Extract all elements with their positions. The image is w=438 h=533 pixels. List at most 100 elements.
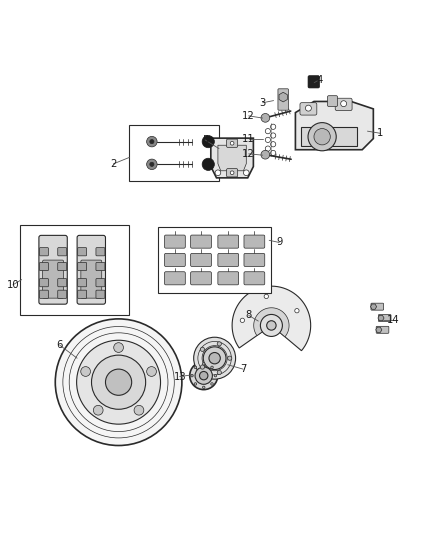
- FancyBboxPatch shape: [42, 260, 64, 298]
- FancyBboxPatch shape: [165, 272, 185, 285]
- Text: 8: 8: [246, 310, 252, 320]
- FancyBboxPatch shape: [78, 279, 87, 287]
- FancyBboxPatch shape: [244, 235, 265, 248]
- FancyBboxPatch shape: [39, 262, 49, 271]
- Circle shape: [261, 114, 270, 122]
- FancyBboxPatch shape: [77, 236, 106, 304]
- FancyBboxPatch shape: [378, 314, 391, 321]
- Bar: [158, 227, 272, 293]
- Text: 6: 6: [57, 340, 63, 350]
- FancyBboxPatch shape: [226, 139, 238, 148]
- Polygon shape: [295, 101, 373, 150]
- Text: 7: 7: [240, 364, 246, 374]
- Circle shape: [81, 367, 91, 376]
- Text: 4: 4: [316, 75, 322, 85]
- FancyBboxPatch shape: [78, 248, 87, 256]
- Circle shape: [200, 365, 205, 369]
- Text: 3: 3: [260, 98, 266, 108]
- Bar: [20, 225, 130, 314]
- Circle shape: [195, 367, 212, 384]
- FancyBboxPatch shape: [58, 290, 67, 298]
- FancyBboxPatch shape: [58, 248, 67, 256]
- Circle shape: [261, 150, 270, 159]
- Circle shape: [214, 374, 217, 377]
- Polygon shape: [371, 304, 377, 309]
- Circle shape: [202, 362, 205, 365]
- Text: 12: 12: [242, 111, 255, 121]
- Circle shape: [209, 352, 220, 364]
- Circle shape: [194, 337, 236, 379]
- Circle shape: [211, 366, 213, 369]
- Circle shape: [341, 101, 346, 107]
- FancyBboxPatch shape: [96, 290, 105, 298]
- Circle shape: [215, 170, 221, 175]
- Circle shape: [230, 141, 234, 145]
- Text: 13: 13: [173, 372, 186, 382]
- FancyBboxPatch shape: [39, 236, 67, 304]
- FancyBboxPatch shape: [39, 248, 49, 256]
- Circle shape: [106, 369, 132, 395]
- FancyBboxPatch shape: [165, 253, 185, 266]
- Text: 5: 5: [202, 135, 208, 145]
- FancyBboxPatch shape: [371, 303, 384, 310]
- FancyBboxPatch shape: [226, 168, 238, 177]
- FancyBboxPatch shape: [165, 235, 185, 248]
- FancyBboxPatch shape: [308, 76, 319, 88]
- Circle shape: [194, 366, 197, 369]
- FancyBboxPatch shape: [58, 262, 67, 271]
- Text: 2: 2: [110, 159, 117, 169]
- Circle shape: [217, 342, 221, 346]
- Circle shape: [202, 158, 214, 171]
- Text: 1: 1: [378, 128, 384, 139]
- FancyBboxPatch shape: [191, 253, 212, 266]
- FancyBboxPatch shape: [218, 272, 239, 285]
- Polygon shape: [376, 327, 382, 333]
- FancyBboxPatch shape: [335, 98, 352, 111]
- Text: 10: 10: [7, 280, 19, 290]
- Circle shape: [150, 140, 154, 144]
- Circle shape: [134, 406, 144, 415]
- FancyBboxPatch shape: [78, 290, 87, 298]
- Polygon shape: [218, 145, 246, 171]
- FancyBboxPatch shape: [191, 272, 212, 285]
- FancyBboxPatch shape: [218, 253, 239, 266]
- FancyBboxPatch shape: [244, 272, 265, 285]
- Circle shape: [200, 372, 208, 380]
- Circle shape: [308, 123, 336, 151]
- Text: 12: 12: [242, 149, 255, 159]
- Circle shape: [147, 136, 157, 147]
- Circle shape: [191, 374, 193, 377]
- Circle shape: [230, 171, 234, 175]
- FancyBboxPatch shape: [376, 326, 389, 333]
- FancyBboxPatch shape: [191, 235, 212, 248]
- FancyBboxPatch shape: [328, 96, 338, 107]
- FancyBboxPatch shape: [96, 248, 105, 256]
- FancyBboxPatch shape: [96, 262, 105, 271]
- FancyBboxPatch shape: [39, 279, 49, 287]
- Text: 14: 14: [386, 315, 399, 325]
- Circle shape: [203, 347, 226, 369]
- Text: 9: 9: [276, 238, 283, 247]
- Circle shape: [244, 170, 249, 175]
- Circle shape: [200, 347, 205, 351]
- Circle shape: [240, 318, 244, 322]
- Polygon shape: [301, 127, 357, 146]
- Circle shape: [260, 314, 283, 336]
- Bar: [130, 125, 219, 181]
- Circle shape: [264, 294, 268, 298]
- Circle shape: [147, 367, 156, 376]
- Polygon shape: [378, 316, 384, 321]
- Circle shape: [305, 105, 311, 111]
- Circle shape: [92, 355, 146, 409]
- Polygon shape: [232, 286, 311, 351]
- Circle shape: [217, 370, 221, 375]
- Text: 11: 11: [242, 134, 255, 143]
- FancyBboxPatch shape: [39, 290, 49, 298]
- Circle shape: [314, 128, 330, 145]
- Circle shape: [228, 356, 232, 360]
- FancyBboxPatch shape: [218, 235, 239, 248]
- FancyBboxPatch shape: [278, 89, 288, 110]
- Circle shape: [147, 159, 157, 169]
- Circle shape: [150, 162, 154, 166]
- Circle shape: [93, 406, 103, 415]
